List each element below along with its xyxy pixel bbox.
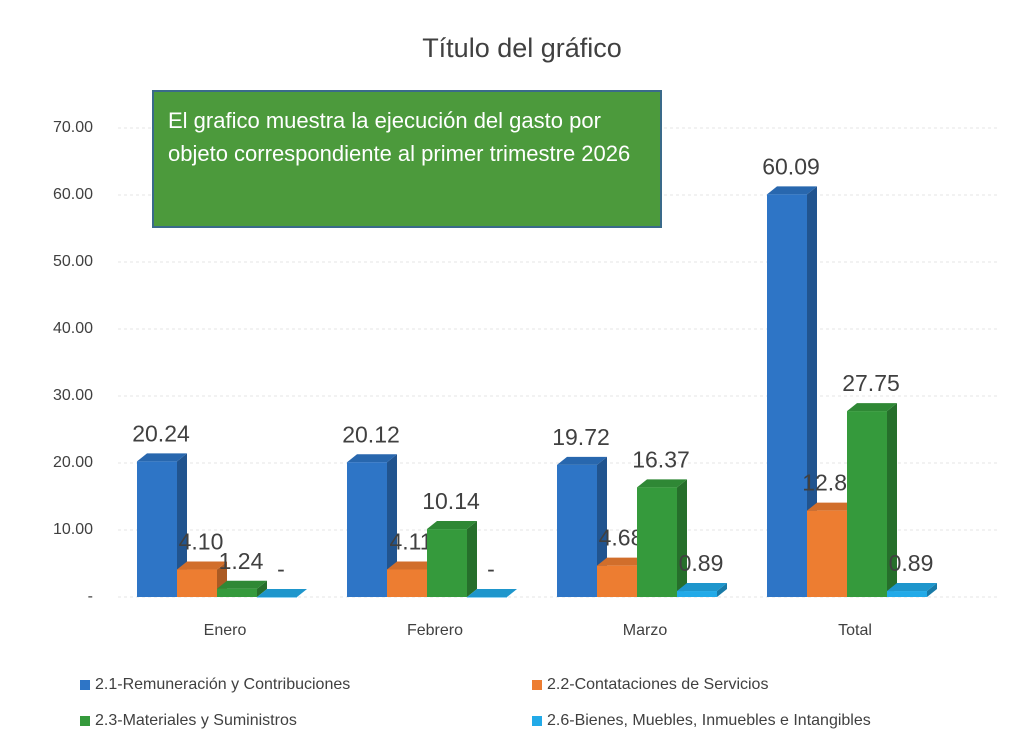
legend-label: 2.6-Bienes, Muebles, Inmuebles e Intangi… [547, 712, 871, 729]
bar-top [847, 403, 897, 412]
bar-side [927, 583, 937, 597]
bar-top [177, 561, 227, 570]
data-label: 4.11 [389, 529, 432, 555]
legend-swatch [532, 716, 542, 726]
bar-top [677, 583, 727, 592]
bar-top [217, 580, 267, 589]
y-tick-label: 50.00 [53, 253, 93, 270]
data-label: 19.72 [552, 424, 610, 450]
data-label: 20.24 [132, 420, 190, 446]
bar [677, 591, 717, 597]
data-label: 0.89 [679, 550, 724, 576]
bar-side [677, 479, 687, 597]
legend-label: 2.1-Remuneración y Contribuciones [95, 676, 350, 693]
legend-label: 2.2-Contataciones de Servicios [547, 676, 768, 693]
chart-title: Título del gráfico [422, 33, 622, 63]
y-tick-label: 10.00 [53, 521, 93, 538]
bar-top [887, 583, 937, 592]
data-label: 27.75 [842, 370, 900, 396]
bar-top [767, 186, 817, 195]
data-label: - [487, 556, 495, 582]
bar [467, 597, 507, 598]
bar [387, 569, 427, 597]
bar [767, 194, 807, 597]
bar-top [347, 454, 397, 463]
bar-top [597, 557, 647, 566]
bar-side [467, 521, 477, 597]
bar [887, 591, 927, 597]
legend-swatch [532, 680, 542, 690]
bar-side [807, 186, 817, 597]
y-tick-label: 70.00 [53, 119, 93, 136]
bar-top [427, 521, 477, 530]
bar [427, 529, 467, 597]
bar-top [637, 479, 687, 488]
y-tick-label: 20.00 [53, 454, 93, 471]
data-label: 4.68 [599, 525, 644, 551]
bar [347, 462, 387, 597]
bar-top [467, 589, 517, 597]
y-tick-label: - [88, 588, 93, 605]
legend-swatch [80, 680, 90, 690]
data-label: 0.89 [889, 550, 934, 576]
bar-side [257, 580, 267, 597]
bar-top [387, 561, 437, 570]
x-tick-label: Total [838, 622, 872, 639]
data-label: 4.10 [179, 529, 224, 555]
bar [807, 510, 847, 597]
legend-swatch [80, 716, 90, 726]
data-label: - [277, 556, 285, 582]
annotation: El grafico muestra la ejecución del gast… [152, 90, 662, 228]
x-tick-label: Enero [204, 622, 247, 639]
bar [177, 569, 217, 597]
bar-top [807, 502, 857, 511]
x-tick-label: Febrero [407, 622, 463, 639]
bar [557, 464, 597, 597]
data-label: 1.24 [219, 548, 264, 574]
bar-side [717, 583, 727, 597]
bar-side [887, 403, 897, 597]
data-label: 10.14 [422, 488, 480, 514]
y-tick-label: 40.00 [53, 320, 93, 337]
bar [137, 461, 177, 597]
data-label: 20.12 [342, 421, 400, 447]
y-tick-label: 60.00 [53, 186, 93, 203]
data-label: 16.37 [632, 446, 690, 472]
bar [637, 487, 677, 597]
bar-top [137, 453, 187, 462]
bar [217, 588, 257, 597]
legend-label: 2.3-Materiales y Suministros [95, 712, 297, 729]
y-tick-label: 30.00 [53, 387, 93, 404]
bar [847, 411, 887, 597]
bar-side [387, 454, 397, 597]
bar [597, 565, 637, 597]
bar-top [257, 589, 307, 597]
bar-side [177, 453, 187, 597]
data-label: 60.09 [762, 153, 820, 179]
bar-top [557, 456, 607, 465]
x-tick-label: Marzo [623, 622, 668, 639]
bar [257, 597, 297, 598]
